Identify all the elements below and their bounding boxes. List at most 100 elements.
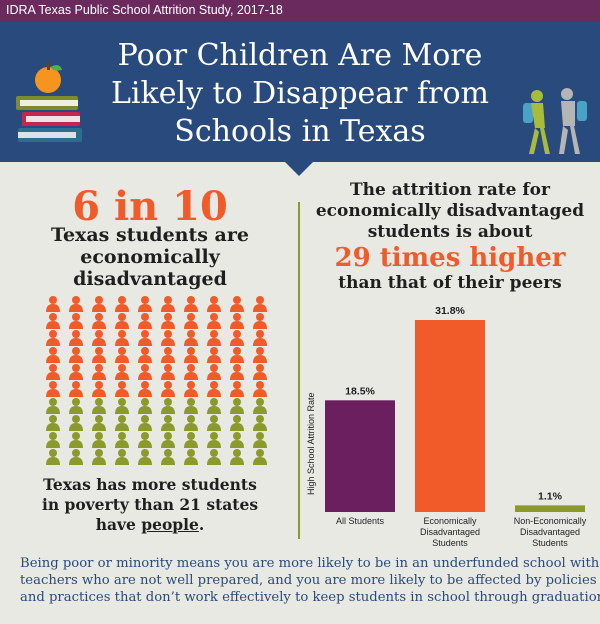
caption-line: economically [80, 246, 220, 268]
person-icon [92, 296, 106, 312]
person-icon [253, 313, 267, 329]
person-icon [46, 381, 60, 397]
person-icon [184, 313, 198, 329]
heading-line: economically disadvantaged [315, 201, 585, 221]
person-icon [161, 296, 175, 312]
person-icon [69, 330, 83, 346]
heading-line: The attrition rate for [350, 180, 550, 200]
bar [415, 320, 485, 512]
person-icon [161, 398, 175, 414]
person-icon [69, 398, 83, 414]
stat-caption: Texas students are economically disadvan… [40, 224, 260, 290]
category-label: Economically [423, 516, 477, 526]
bar [325, 400, 395, 512]
person-icon [69, 347, 83, 363]
person-icon [92, 432, 106, 448]
header-notch [283, 160, 315, 176]
person-icon [207, 415, 221, 431]
person-icon [115, 296, 129, 312]
person-icon [184, 330, 198, 346]
person-icon [115, 398, 129, 414]
person-icon [161, 449, 175, 465]
person-icon [253, 330, 267, 346]
person-icon [46, 347, 60, 363]
person-icon [92, 398, 106, 414]
person-icon [207, 449, 221, 465]
person-icon [207, 364, 221, 380]
header-banner [0, 22, 600, 162]
caption-line: Texas students are [51, 224, 249, 246]
person-icon [230, 449, 244, 465]
person-icon [69, 381, 83, 397]
heading-highlight: 29 times higher [334, 243, 566, 273]
walking-students-icon [523, 88, 587, 154]
person-icon [207, 432, 221, 448]
person-icon [230, 381, 244, 397]
person-icon [115, 347, 129, 363]
person-icon [253, 415, 267, 431]
column-divider [298, 202, 300, 539]
category-label: Disadvantaged [420, 527, 480, 537]
category-label: Students [532, 538, 568, 548]
person-icon [69, 449, 83, 465]
bar [515, 505, 585, 512]
person-icon [184, 415, 198, 431]
person-icon [138, 296, 152, 312]
person-icon [184, 296, 198, 312]
footer-line: teachers who are not well prepared, and … [20, 573, 597, 588]
person-icon [138, 347, 152, 363]
person-icon [230, 432, 244, 448]
person-icon [253, 381, 267, 397]
person-icon [207, 398, 221, 414]
person-icon [138, 364, 152, 380]
person-icon [230, 313, 244, 329]
person-icon [161, 415, 175, 431]
person-icon [161, 364, 175, 380]
fact-suffix: . [198, 515, 205, 534]
person-icon [161, 432, 175, 448]
person-icon [253, 432, 267, 448]
person-icon [46, 415, 60, 431]
person-icon [161, 347, 175, 363]
person-icon [207, 347, 221, 363]
person-icon [92, 381, 106, 397]
person-icon [115, 364, 129, 380]
person-icon [230, 398, 244, 414]
person-icon [138, 398, 152, 414]
title-line: Likely to Disappear from [111, 76, 489, 111]
person-icon [207, 296, 221, 312]
footer-line: Being poor or minority means you are mor… [20, 556, 600, 571]
person-icon [138, 432, 152, 448]
person-icon [69, 415, 83, 431]
person-icon [184, 347, 198, 363]
person-icon [46, 398, 60, 414]
person-icon [138, 415, 152, 431]
footer-line: and practices that don’t work effectivel… [20, 590, 600, 605]
person-icon [253, 449, 267, 465]
person-icon [207, 313, 221, 329]
person-icon [69, 432, 83, 448]
big-stat: 6 in 10 [72, 183, 228, 230]
heading-line: than that of their peers [338, 273, 562, 293]
person-icon [115, 432, 129, 448]
fact-line: have people. [40, 515, 260, 535]
person-icon [161, 330, 175, 346]
person-icon [184, 364, 198, 380]
person-icon [46, 330, 60, 346]
heading-line: students is about [367, 222, 533, 242]
person-icon [46, 313, 60, 329]
category-label: All Students [336, 516, 385, 526]
category-label: Disadvantaged [520, 527, 580, 537]
value-label: 18.5% [345, 385, 375, 397]
caption-line: disadvantaged [73, 268, 227, 290]
person-icon [207, 381, 221, 397]
footer-text: Being poor or minority means you are mor… [20, 555, 600, 606]
person-icon [253, 347, 267, 363]
person-icon [92, 415, 106, 431]
person-icon [230, 296, 244, 312]
person-icon [253, 398, 267, 414]
person-icon [92, 330, 106, 346]
person-icon [230, 364, 244, 380]
person-icon [92, 313, 106, 329]
person-icon [230, 347, 244, 363]
